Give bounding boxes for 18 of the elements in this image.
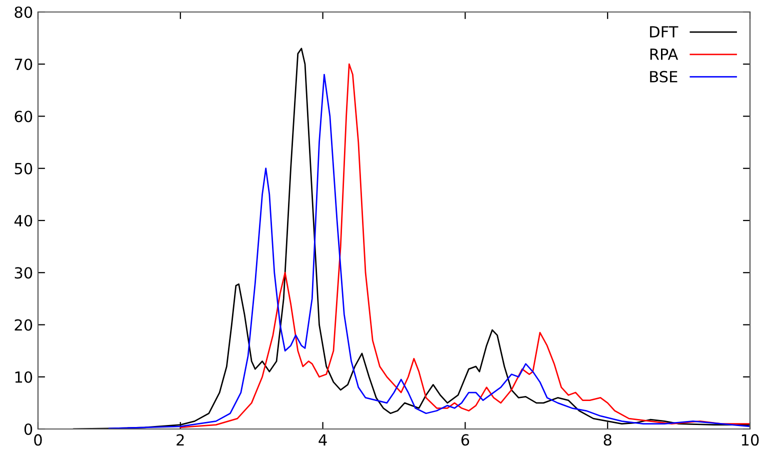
y-tick-label: 0 (24, 423, 32, 436)
x-tick-label: 2 (176, 434, 184, 446)
legend-label: DFT (650, 26, 678, 38)
y-tick-label: 10 (15, 371, 32, 383)
y-tick-label: 80 (14, 6, 32, 18)
x-tick-label: 6 (461, 434, 470, 446)
y-tick-label: 70 (14, 58, 32, 70)
legend-label: BSE (650, 70, 678, 82)
y-tick-label: 40 (14, 214, 32, 227)
y-tick-label: 30 (14, 267, 32, 279)
y-tick-label: 60 (14, 110, 32, 122)
x-tick-label: 0 (34, 434, 42, 446)
x-tick-label: 4 (318, 434, 327, 446)
x-tick-label: 8 (604, 434, 612, 446)
y-tick-label: 50 (14, 162, 32, 174)
x-tick-label: 10 (742, 434, 759, 446)
legend-label: RPA (650, 48, 678, 60)
y-tick-label: 20 (14, 319, 32, 331)
